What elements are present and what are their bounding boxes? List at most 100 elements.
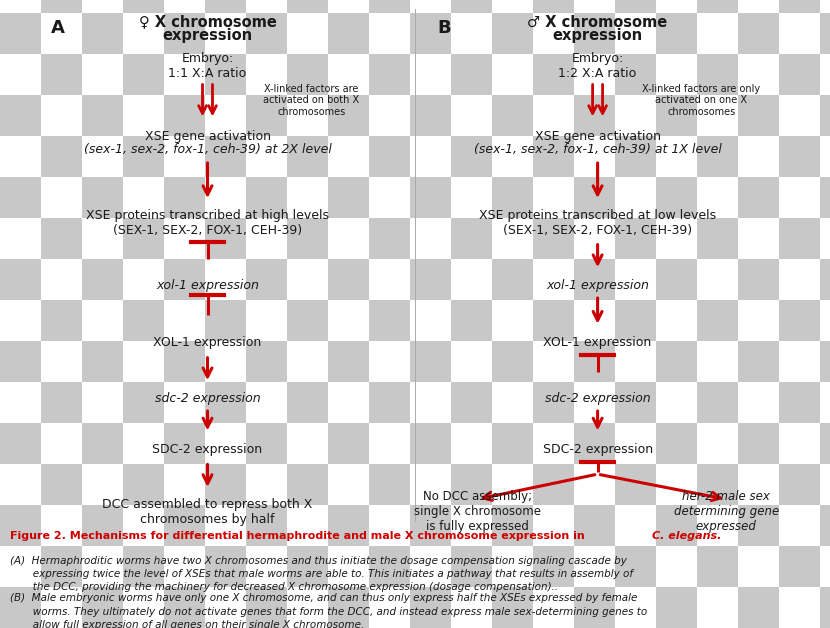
Text: sdc-2 expression: sdc-2 expression [154,392,261,405]
Text: A: A [51,19,65,37]
Bar [779,382,820,423]
Bar [287,0,328,13]
Bar [738,95,779,136]
Bar [779,136,820,177]
Bar [123,218,164,259]
Text: C. elegans.: C. elegans. [652,531,722,541]
Bar [779,218,820,259]
Bar [328,341,369,382]
Bar [369,546,410,587]
Bar [123,382,164,423]
Bar [615,136,656,177]
Bar [779,300,820,341]
Bar [82,13,123,54]
Bar [697,0,738,13]
Bar [615,546,656,587]
Text: sdc-2 expression: sdc-2 expression [544,392,651,405]
Bar [246,505,287,546]
Text: expression: expression [553,28,642,43]
Bar [656,177,697,218]
Bar [533,300,574,341]
Bar [82,259,123,300]
Bar [820,13,830,54]
Bar [574,587,615,628]
Text: B: B [437,19,451,37]
Text: (B)  Male embryonic worms have only one X chromosome, and can thus only express : (B) Male embryonic worms have only one X… [10,593,647,628]
Text: XSE gene activation: XSE gene activation [144,130,271,143]
Bar [533,0,574,13]
Bar [738,505,779,546]
Bar [533,464,574,505]
Text: XSE gene activation: XSE gene activation [535,130,661,143]
Bar [451,382,492,423]
Bar [820,259,830,300]
Bar [205,218,246,259]
Bar [738,587,779,628]
Bar [820,505,830,546]
Bar [287,464,328,505]
Bar [205,136,246,177]
Bar [574,13,615,54]
Bar [451,464,492,505]
Bar [41,136,82,177]
Bar [328,505,369,546]
Bar [369,382,410,423]
Bar [0,177,41,218]
Bar [0,341,41,382]
Text: XOL-1 expression: XOL-1 expression [154,336,261,349]
Text: (sex-1, sex-2, fox-1, ceh-39) at 2X level: (sex-1, sex-2, fox-1, ceh-39) at 2X leve… [84,143,331,156]
Bar [697,382,738,423]
Text: ♀ X chromosome: ♀ X chromosome [139,14,276,30]
Bar [246,259,287,300]
Bar [779,54,820,95]
Bar [123,300,164,341]
Bar [410,505,451,546]
Text: SDC-2 expression: SDC-2 expression [543,443,652,455]
Bar [656,95,697,136]
Text: Figure 2. Mechanisms for differential hermaphrodite and male X chromosome expres: Figure 2. Mechanisms for differential he… [10,531,588,541]
Bar [779,546,820,587]
Bar [697,136,738,177]
Bar [697,300,738,341]
Text: ♂ X chromosome: ♂ X chromosome [528,14,667,30]
Bar [410,259,451,300]
Bar [246,95,287,136]
Bar [820,177,830,218]
Bar [697,546,738,587]
Text: xol-1 expression: xol-1 expression [156,279,259,292]
Bar [451,54,492,95]
Bar [41,382,82,423]
Bar [123,54,164,95]
Bar [533,546,574,587]
Text: XSE proteins transcribed at low levels
(SEX-1, SEX-2, FOX-1, CEH-39): XSE proteins transcribed at low levels (… [479,209,716,237]
Bar [123,0,164,13]
Bar [820,423,830,464]
Bar [82,95,123,136]
Bar [0,259,41,300]
Bar [410,423,451,464]
Bar [492,177,533,218]
Bar [287,136,328,177]
Bar [246,13,287,54]
Bar [205,546,246,587]
Bar [574,423,615,464]
Bar [820,341,830,382]
Bar [41,546,82,587]
Bar [246,587,287,628]
Text: DCC assembled to repress both X
chromosomes by half: DCC assembled to repress both X chromoso… [102,498,313,526]
Bar [533,54,574,95]
Text: Embryo:
1:1 X:A ratio: Embryo: 1:1 X:A ratio [168,52,247,80]
Text: Embryo:
1:2 X:A ratio: Embryo: 1:2 X:A ratio [559,52,637,80]
Bar [533,136,574,177]
Bar [164,259,205,300]
Text: expression: expression [163,28,252,43]
Bar [246,341,287,382]
Bar [533,382,574,423]
Bar [574,95,615,136]
Bar [574,341,615,382]
Bar [615,464,656,505]
Bar [164,95,205,136]
Bar [328,587,369,628]
Bar [41,300,82,341]
Bar [287,546,328,587]
